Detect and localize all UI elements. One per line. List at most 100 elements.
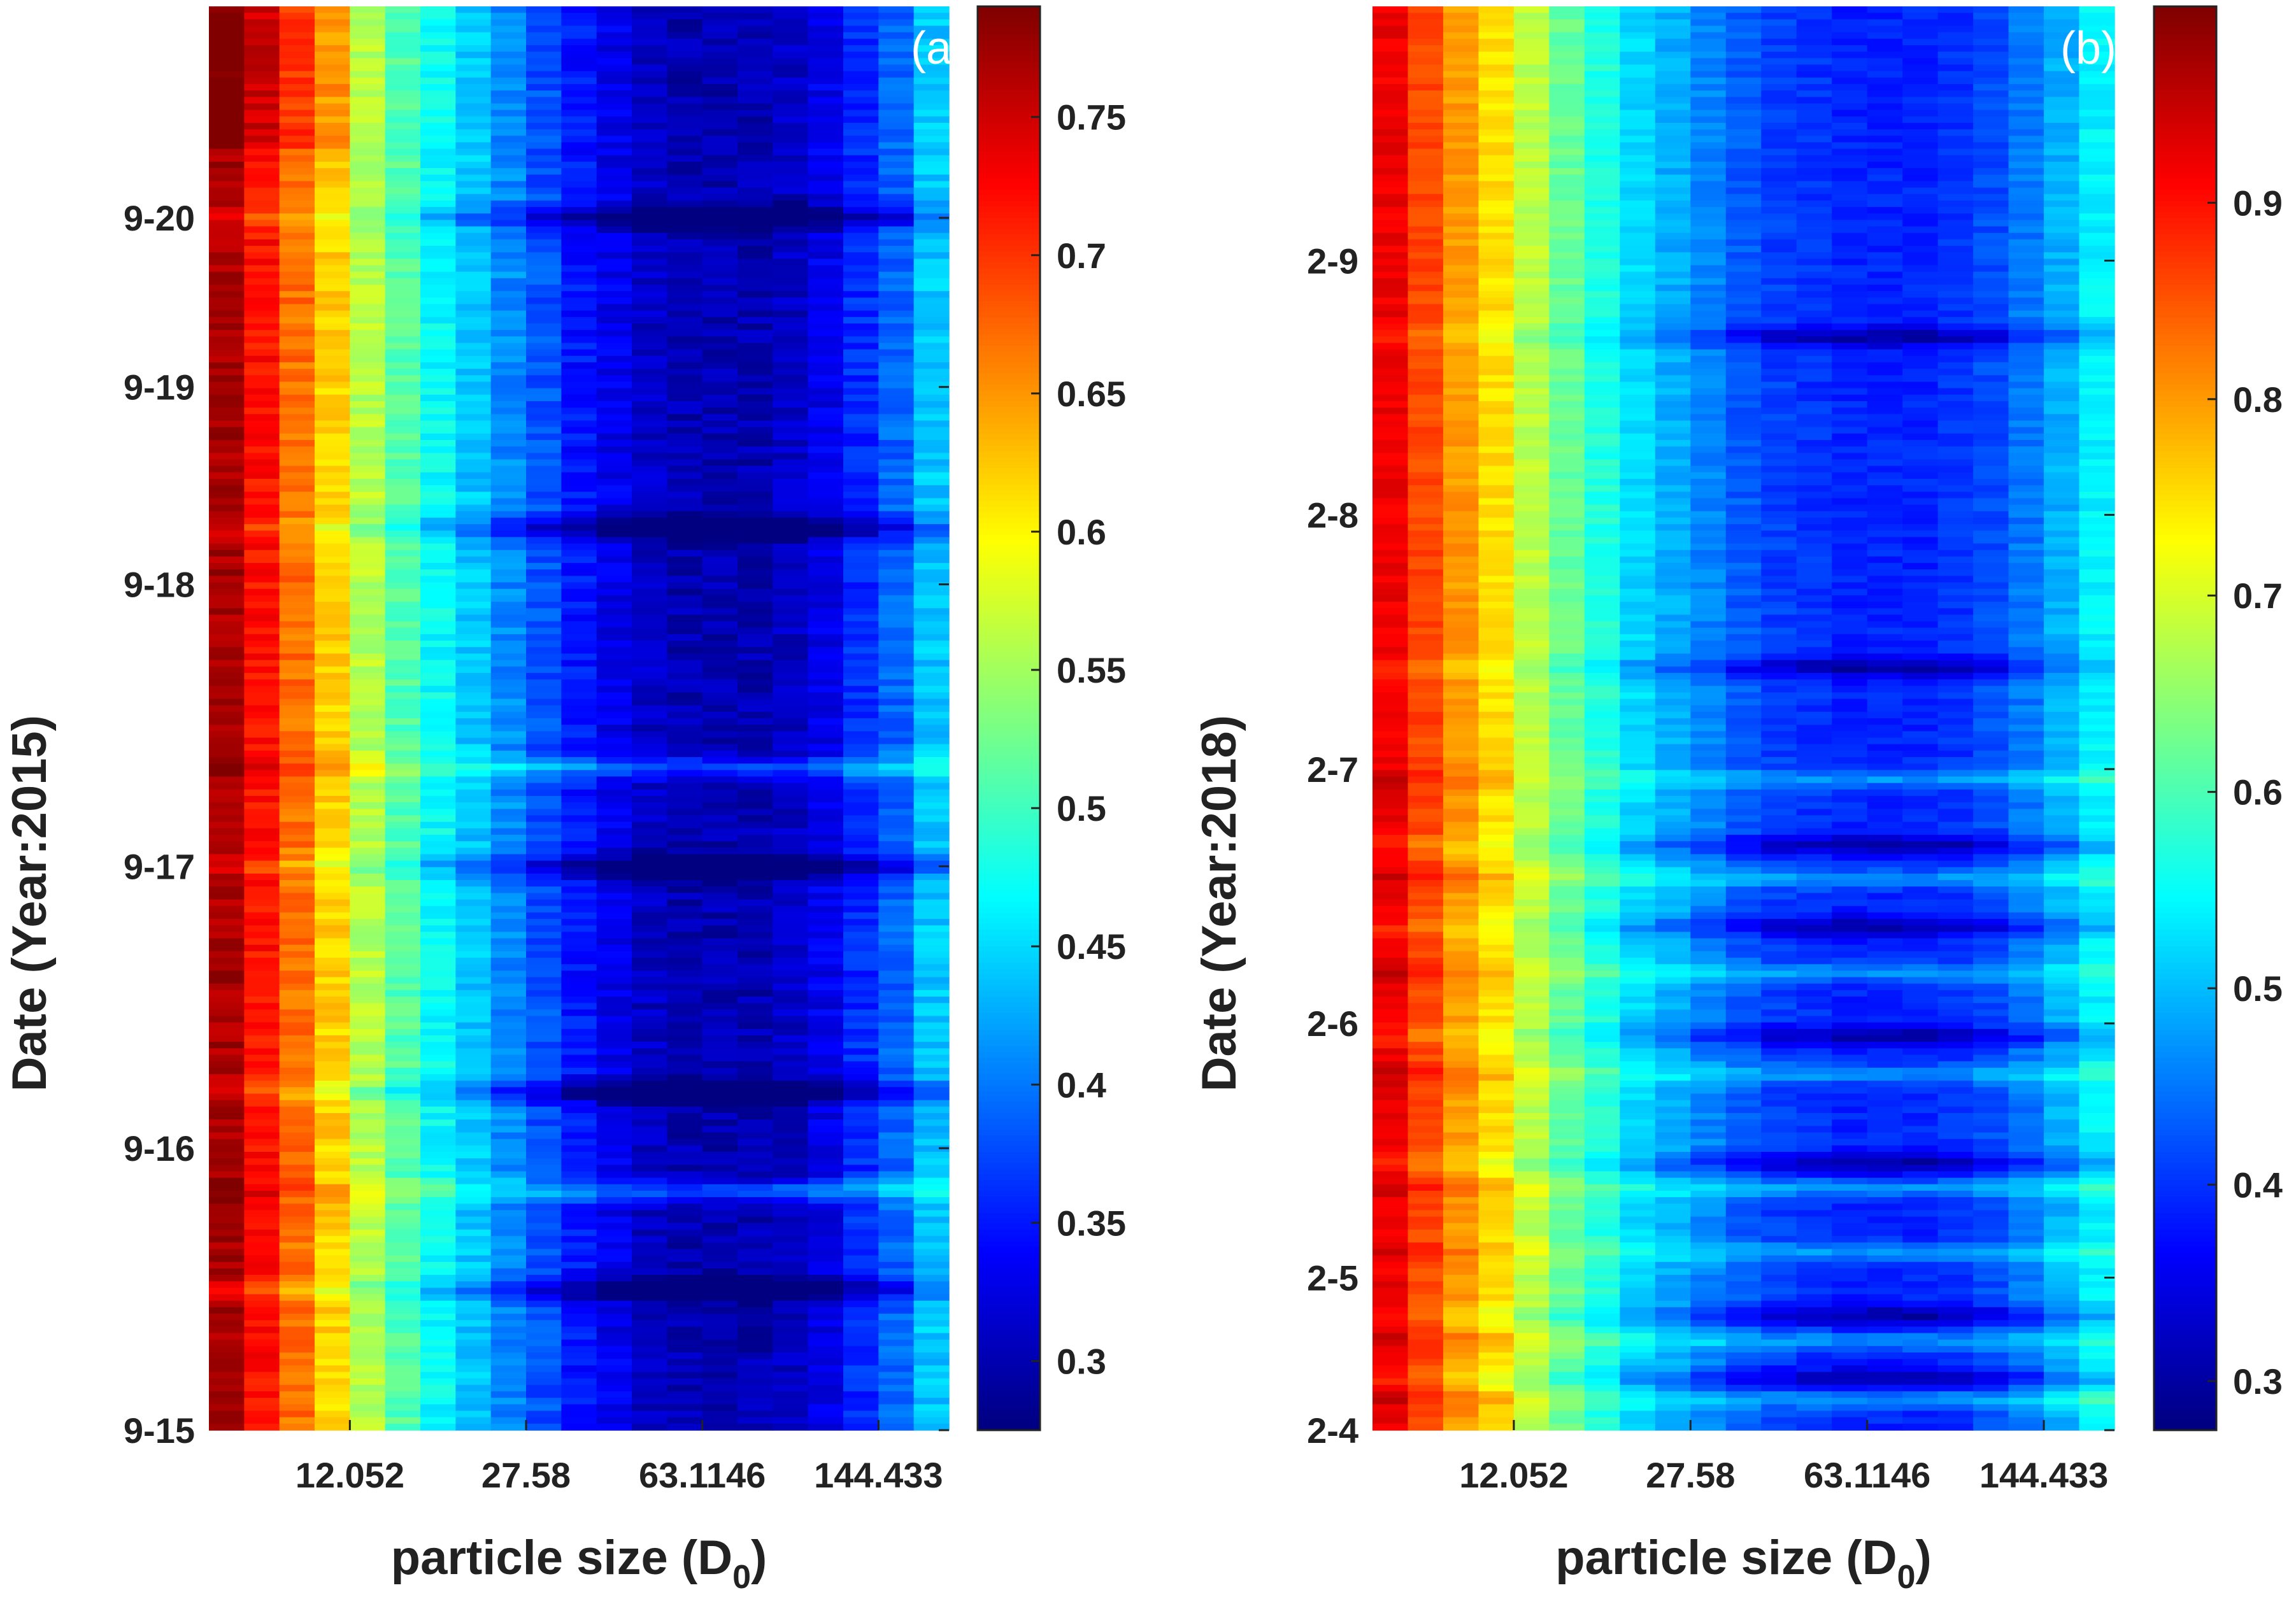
colorbar-step: [978, 1241, 1040, 1247]
heatmap-cell: [244, 1074, 280, 1081]
heatmap-cell: [738, 672, 774, 680]
heatmap-cell: [702, 38, 738, 46]
heatmap-cell: [279, 1314, 315, 1321]
heatmap-cell: [667, 1016, 703, 1023]
heatmap-cell: [843, 789, 880, 797]
heatmap-cell: [385, 725, 421, 732]
heatmap-cell: [808, 893, 844, 900]
heatmap-cell: [878, 349, 915, 357]
heatmap-cell: [561, 1009, 597, 1017]
heatmap-cell: [843, 19, 880, 27]
heatmap-cell: [279, 83, 315, 91]
heatmap-cell: [385, 129, 421, 136]
heatmap-cell: [385, 1378, 421, 1386]
heatmap-cell: [279, 666, 315, 674]
heatmap-cell: [385, 77, 421, 85]
heatmap-cell: [738, 1410, 774, 1418]
heatmap-cell: [808, 647, 844, 655]
heatmap-cell: [209, 1016, 245, 1023]
heatmap-cell: [315, 1042, 351, 1049]
heatmap-cell: [350, 1016, 386, 1023]
heatmap-cell: [773, 543, 809, 551]
colorbar-step: [978, 1079, 1040, 1086]
heatmap-cell: [385, 1417, 421, 1424]
heatmap-cell: [490, 226, 527, 234]
heatmap-cell: [420, 1326, 457, 1334]
heatmap-cell: [702, 783, 738, 790]
heatmap-cell: [878, 1300, 915, 1308]
heatmap-cell: [209, 297, 245, 305]
heatmap-cell: [702, 1236, 738, 1243]
heatmap-cell: [843, 355, 880, 363]
heatmap-cell: [667, 414, 703, 422]
heatmap-cell: [632, 958, 668, 965]
heatmap-cell: [350, 621, 386, 628]
heatmap-cell: [209, 323, 245, 330]
heatmap-cell: [913, 582, 950, 590]
heatmap-cell: [702, 873, 738, 881]
heatmap-cell: [667, 905, 703, 913]
heatmap-cell: [385, 310, 421, 318]
heatmap-cell: [843, 1294, 880, 1302]
heatmap-cell: [878, 336, 915, 344]
heatmap-cell: [667, 1165, 703, 1172]
heatmap-cell: [490, 1268, 527, 1275]
heatmap-cell: [596, 13, 632, 20]
heatmap-cell: [385, 83, 421, 91]
heatmap-cell: [350, 1171, 386, 1179]
heatmap-cell: [702, 64, 738, 72]
heatmap-cell: [667, 1203, 703, 1211]
heatmap-cell: [209, 550, 245, 557]
heatmap-cell: [808, 220, 844, 227]
heatmap-cell: [808, 1372, 844, 1379]
heatmap-cell: [490, 725, 527, 732]
heatmap-cell: [773, 621, 809, 628]
heatmap-cell: [773, 1016, 809, 1023]
heatmap-cell: [244, 809, 280, 816]
heatmap-cell: [455, 71, 492, 78]
heatmap-cell: [702, 155, 738, 162]
heatmap-cell: [843, 550, 880, 557]
heatmap-cell: [244, 83, 280, 91]
heatmap-cell: [773, 1067, 809, 1075]
heatmap-cell: [773, 1275, 809, 1282]
heatmap-cell: [209, 1210, 245, 1217]
heatmap-cell: [350, 718, 386, 725]
heatmap-cell: [667, 880, 703, 887]
heatmap-cell: [632, 731, 668, 739]
heatmap-cell: [279, 938, 315, 946]
heatmap-cell: [561, 938, 597, 946]
heatmap-cell: [702, 1009, 738, 1017]
heatmap-cell: [315, 110, 351, 117]
heatmap-cell: [420, 492, 457, 499]
heatmap-cell: [244, 550, 280, 557]
heatmap-cell: [913, 1151, 950, 1159]
heatmap-cell: [315, 381, 351, 389]
heatmap-cell: [526, 349, 562, 357]
heatmap-cell: [420, 756, 457, 764]
heatmap-cell: [773, 867, 809, 874]
heatmap-cell: [561, 1314, 597, 1321]
heatmap-cell: [808, 492, 844, 499]
heatmap-cell: [738, 155, 774, 162]
heatmap-cell: [913, 1165, 950, 1172]
heatmap-cell: [702, 1365, 738, 1373]
heatmap-cell: [244, 1255, 280, 1263]
heatmap-cell: [279, 634, 315, 641]
heatmap-cell: [455, 336, 492, 344]
heatmap-cell: [878, 1294, 915, 1302]
heatmap-cell: [843, 1197, 880, 1204]
heatmap-cell: [350, 841, 386, 848]
heatmap-cell: [420, 110, 457, 117]
heatmap-cell: [561, 427, 597, 434]
heatmap-cell: [913, 401, 950, 408]
heatmap-cell: [1973, 19, 2009, 27]
heatmap-cell: [209, 1229, 245, 1237]
heatmap-cell: [632, 1288, 668, 1295]
heatmap-cell: [773, 912, 809, 919]
heatmap-cell: [843, 110, 880, 117]
heatmap-cell: [808, 103, 844, 111]
heatmap-cell: [244, 731, 280, 739]
colorbar-step: [978, 529, 1040, 536]
heatmap-cell: [420, 660, 457, 667]
